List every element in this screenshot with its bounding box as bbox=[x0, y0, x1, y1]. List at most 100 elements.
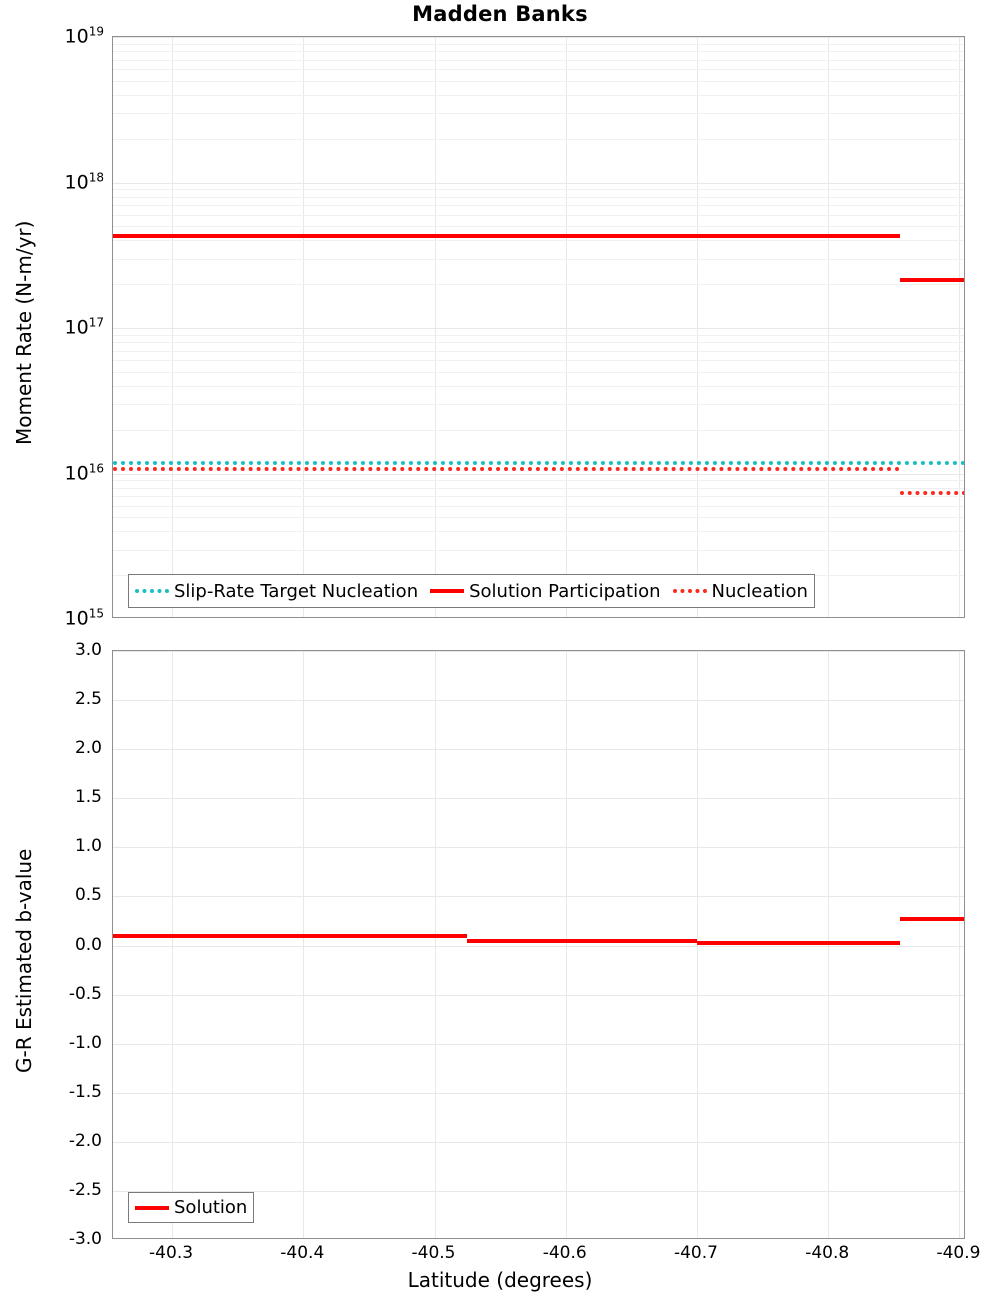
gridline-minor bbox=[113, 549, 964, 551]
gridline-vertical bbox=[172, 37, 174, 617]
legend-label: Solution bbox=[174, 1197, 248, 1218]
y-tick-label: 1019 bbox=[0, 24, 104, 47]
gridline-minor bbox=[113, 350, 964, 352]
data-line-solution-participation bbox=[900, 278, 964, 283]
gridline-minor bbox=[113, 404, 964, 406]
gridline-major bbox=[113, 182, 964, 184]
data-line-slip-rate-target-nucleation bbox=[113, 460, 964, 465]
y-tick-label: 1015 bbox=[0, 606, 104, 629]
gridline-vertical bbox=[959, 651, 961, 1238]
gridline-minor bbox=[113, 342, 964, 344]
x-axis-title: Latitude (degrees) bbox=[407, 1268, 593, 1292]
gridline-major bbox=[113, 896, 964, 898]
gridline-minor bbox=[113, 138, 964, 140]
y-tick-exponent: 16 bbox=[88, 460, 104, 475]
gridline-minor bbox=[113, 94, 964, 96]
y-tick-label: -1.5 bbox=[68, 1081, 102, 1102]
gridline-minor bbox=[113, 496, 964, 498]
gridline-major bbox=[113, 328, 964, 329]
gridline-minor bbox=[113, 360, 964, 362]
gridline-major bbox=[113, 37, 964, 38]
legend-entry[interactable]: Slip-Rate Target Nucleation bbox=[135, 581, 418, 602]
gridline-vertical bbox=[696, 37, 698, 617]
gridline-minor bbox=[113, 385, 964, 387]
gridline-minor bbox=[113, 226, 964, 228]
x-tick-label: -40.9 bbox=[936, 1243, 981, 1263]
bottom-plot-area bbox=[113, 651, 964, 1238]
y-tick-exponent: 19 bbox=[88, 24, 104, 39]
gridline-minor bbox=[113, 371, 964, 373]
y-tick-label: 2.5 bbox=[74, 689, 102, 710]
gridline-minor bbox=[113, 531, 964, 533]
legend-label: Solution Participation bbox=[469, 580, 661, 602]
data-line-solution bbox=[467, 938, 697, 943]
y-tick-label: 2.0 bbox=[74, 738, 102, 759]
gridline-minor bbox=[113, 205, 964, 207]
data-line-solution-participation bbox=[113, 234, 901, 239]
x-tick-label: -40.8 bbox=[805, 1243, 850, 1263]
gridline-major bbox=[113, 473, 964, 475]
x-tick-label: -40.3 bbox=[149, 1243, 194, 1263]
legend-line-swatch-icon bbox=[135, 589, 169, 593]
x-tick-label: -40.7 bbox=[673, 1243, 718, 1263]
data-line-solution bbox=[113, 933, 468, 938]
gridline-minor bbox=[113, 51, 964, 53]
y-tick-exponent: 15 bbox=[88, 606, 104, 621]
gridline-minor bbox=[113, 43, 964, 45]
gridline-vertical bbox=[565, 651, 567, 1238]
gridline-minor bbox=[113, 505, 964, 507]
legend-entry[interactable]: Solution Participation bbox=[430, 580, 661, 602]
b-value-plot bbox=[112, 650, 965, 1239]
x-tick-label: -40.6 bbox=[542, 1243, 587, 1263]
gridline-major bbox=[113, 700, 964, 702]
data-line-solution bbox=[696, 940, 901, 945]
gridline-minor bbox=[113, 69, 964, 71]
gridline-vertical bbox=[434, 37, 436, 617]
y-tick-label: 3.0 bbox=[74, 640, 102, 660]
gridline-major bbox=[113, 651, 964, 652]
gridline-major bbox=[113, 847, 964, 849]
y-tick-label: 1.5 bbox=[74, 787, 102, 808]
page-title: Madden Banks bbox=[412, 2, 588, 26]
y-tick-label: -2.5 bbox=[68, 1179, 102, 1200]
gridline-vertical bbox=[303, 37, 305, 617]
gridline-minor bbox=[113, 59, 964, 61]
y-tick-label: 0.5 bbox=[74, 885, 102, 906]
y-tick-mantissa: 10 bbox=[64, 607, 89, 630]
gridline-minor bbox=[113, 480, 964, 482]
legend-entry[interactable]: Nucleation bbox=[672, 581, 808, 602]
x-tick-label: -40.4 bbox=[280, 1243, 325, 1263]
y-tick-label: 1018 bbox=[0, 170, 104, 193]
legend-line-swatch-icon bbox=[135, 1205, 169, 1210]
gridline-major bbox=[113, 994, 964, 996]
gridline-vertical bbox=[303, 651, 305, 1238]
moment-rate-plot bbox=[112, 36, 965, 618]
gridline-vertical bbox=[959, 37, 961, 617]
y-tick-mantissa: 10 bbox=[64, 316, 89, 339]
gridline-vertical bbox=[172, 651, 174, 1238]
y-tick-label: -3.0 bbox=[68, 1229, 102, 1249]
data-line-nucleation bbox=[900, 490, 964, 495]
gridline-major bbox=[113, 1190, 964, 1192]
x-tick-label: -40.5 bbox=[411, 1243, 456, 1263]
legend-entry[interactable]: Solution bbox=[135, 1197, 247, 1218]
top-plot-area bbox=[113, 37, 964, 617]
y-tick-label: 1016 bbox=[0, 461, 104, 484]
gridline-minor bbox=[113, 196, 964, 198]
gridline-minor bbox=[113, 113, 964, 115]
legend-label: Slip-Rate Target Nucleation bbox=[174, 580, 419, 602]
legend-line-swatch-icon bbox=[672, 589, 707, 593]
gridline-major bbox=[113, 945, 964, 947]
gridline-major bbox=[113, 749, 964, 751]
gridline-minor bbox=[113, 240, 964, 242]
y-tick-label: 1017 bbox=[0, 315, 104, 338]
bottom-legend: Solution bbox=[128, 1192, 255, 1223]
data-line-solution bbox=[900, 917, 964, 922]
gridline-major bbox=[113, 1043, 964, 1045]
top-legend: Slip-Rate Target Nucleation Solution Part… bbox=[128, 574, 815, 608]
gridline-minor bbox=[113, 80, 964, 82]
gridline-minor bbox=[113, 214, 964, 216]
gridline-major bbox=[113, 798, 964, 800]
y-tick-label: 0.0 bbox=[74, 934, 102, 955]
